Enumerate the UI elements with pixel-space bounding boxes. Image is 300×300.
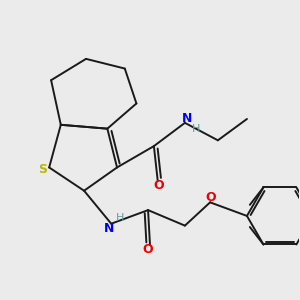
Text: O: O [143,243,153,256]
Text: H: H [116,213,124,223]
Text: O: O [153,179,164,192]
Text: S: S [38,163,47,176]
Text: O: O [206,191,216,204]
Text: H: H [192,124,201,134]
Text: N: N [104,222,115,235]
Text: N: N [182,112,192,125]
